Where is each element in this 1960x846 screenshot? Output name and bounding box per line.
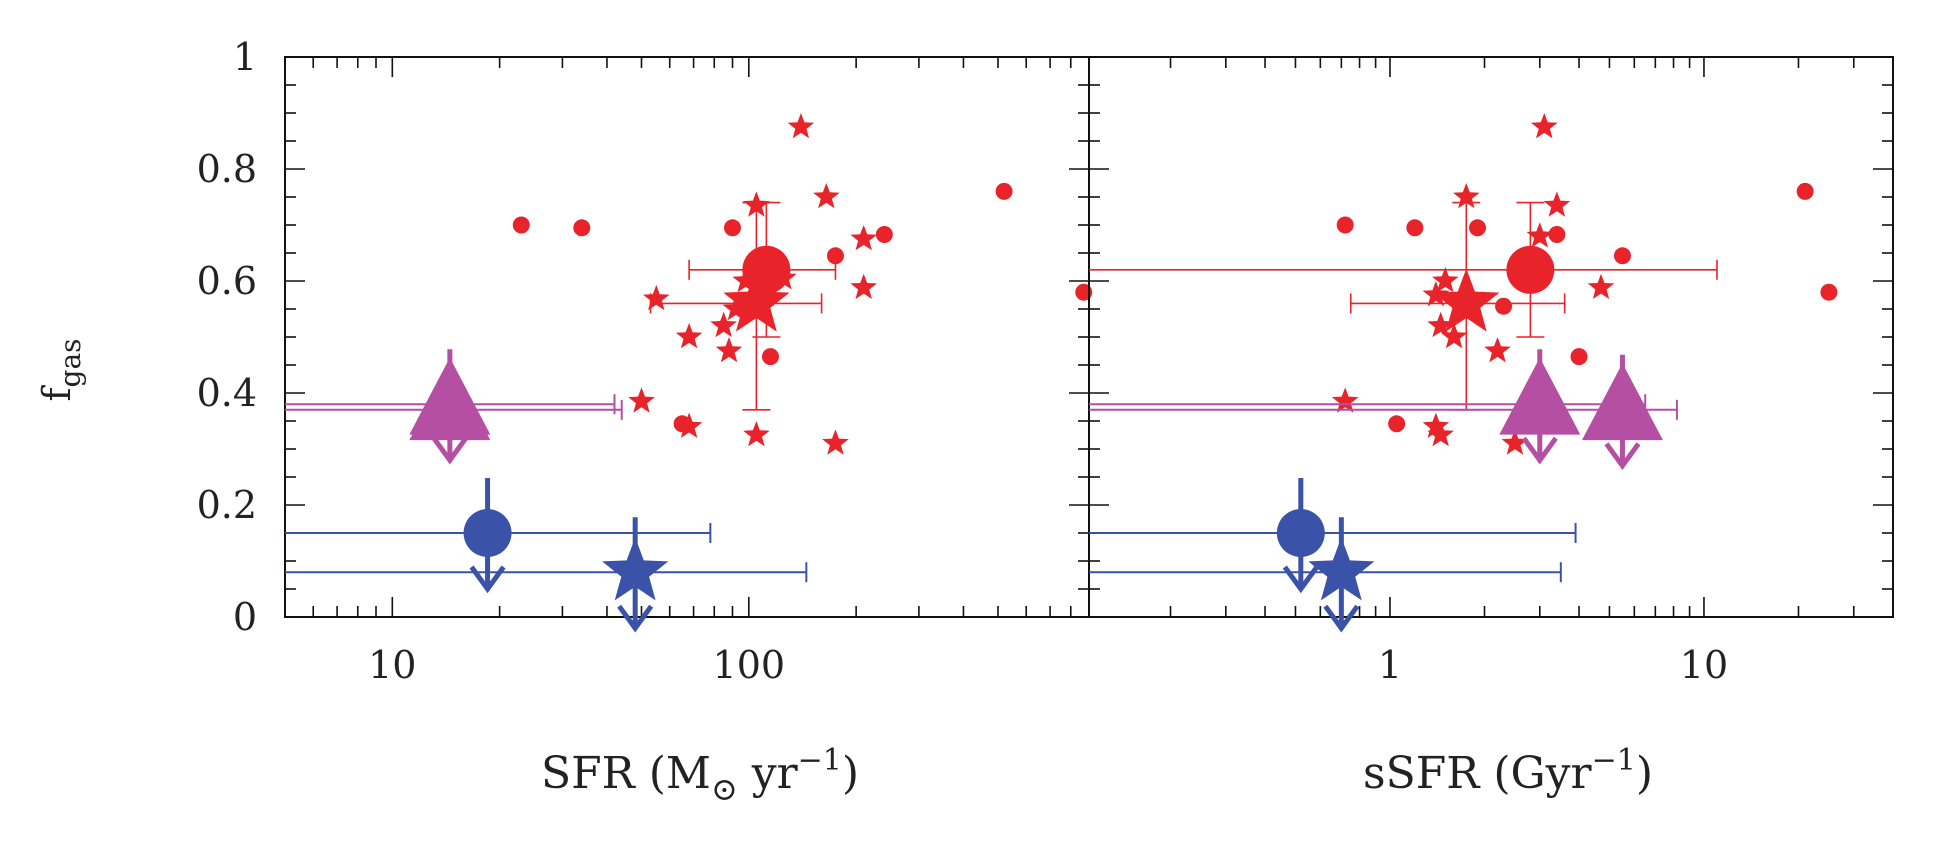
panel-1-x-tick-label: 10 [1680, 643, 1728, 687]
panel-1-small-star-point [1501, 429, 1529, 455]
panel-0-small-star-point [710, 311, 737, 338]
panel-1-upper-limit-arrowhead [1521, 436, 1558, 465]
panel-1-small-circle-point [1820, 283, 1838, 301]
right-x-axis-label: sSFR (Gyr−1) [1363, 743, 1653, 799]
panel-0-small-star-point [822, 429, 849, 455]
panel-1-x-tick-label: 1 [1378, 643, 1402, 687]
panel-0-small-star-point [850, 273, 877, 299]
panel-0-x-tick-label: 10 [368, 643, 416, 687]
y-axis-label: fgas [35, 338, 87, 401]
panel-0-small-star-point [722, 295, 750, 321]
panel-0-upper-limit-arrowhead [617, 604, 654, 633]
panel-0-upper-limit-arrowhead [431, 436, 468, 465]
panel-0-small-star-point [743, 421, 770, 447]
panel-0-small-circle-point [512, 216, 530, 234]
panel-1-small-circle-point [1796, 182, 1814, 200]
panel-0-big-circle-point [742, 245, 791, 294]
panel-1-upper-limit-arrowhead [1282, 565, 1319, 594]
panel-1-big-triangle-point [1581, 363, 1663, 441]
panel-1-small-star-point [1331, 387, 1359, 413]
panel-1-small-star-point [1526, 222, 1554, 248]
panel-1-small-circle-point [1495, 297, 1513, 315]
panel-1-small-star-point [1484, 337, 1511, 363]
panel-0-x-tick-label: 100 [713, 643, 786, 687]
panel-0-small-star-point [715, 337, 743, 363]
left-x-axis-label: SFR (M⊙ yr−1) [541, 743, 859, 808]
panel-0-small-star-point [675, 412, 703, 438]
panel-1-big-circle-point [1276, 509, 1325, 557]
panel-0-small-circle-point [875, 226, 893, 244]
panel-0-small-circle-point [761, 348, 779, 366]
panel-0-upper-limit-arrowhead [469, 565, 506, 594]
panel-0-big-circle-point [463, 509, 512, 557]
panel-1-small-circle-point [1469, 219, 1487, 237]
panel-1-big-star-point [1433, 268, 1500, 332]
y-tick-label: 0.8 [197, 147, 257, 191]
y-tick-label: 0.4 [197, 371, 257, 415]
panel-0-small-star-point [642, 284, 670, 311]
panel-1-small-circle-point [1613, 247, 1631, 265]
panel-1-small-star-point [1440, 323, 1468, 349]
panel-1-small-star-point [1453, 183, 1480, 209]
panel-1-small-circle-point [1570, 348, 1588, 366]
panel-1-small-star-point [1432, 267, 1459, 293]
panel-1-small-star-point [1427, 421, 1454, 447]
panel-0-big-triangle-point [409, 363, 491, 441]
panel-0-small-star-point [813, 183, 840, 209]
y-tick-label: 0 [233, 595, 257, 639]
panel-0-small-circle-point [995, 182, 1013, 200]
panel-1-big-star-point [1308, 537, 1375, 601]
panel-1-upper-limit-arrowhead [1323, 604, 1360, 633]
panel-0-small-circle-point [573, 219, 591, 237]
panel-1-small-star-point [1427, 311, 1454, 338]
panel-1-small-star-point [1422, 412, 1450, 438]
panel-1-small-circle-point [1336, 216, 1354, 234]
panel-0-small-star-point [675, 323, 703, 349]
panel-0-big-star-point [602, 537, 669, 601]
panel-0-small-star-point [628, 387, 655, 413]
panel-0-small-star-point [787, 113, 815, 139]
y-tick-label: 0.2 [197, 483, 257, 527]
panel-1-big-triangle-point [1499, 357, 1581, 435]
y-tick-label: 1 [233, 35, 257, 79]
panel-0-small-circle-point [826, 247, 844, 265]
panel-1-big-circle-point [1506, 245, 1555, 294]
panel-1-small-circle-point [1388, 415, 1406, 433]
panel-1-small-circle-point [1406, 219, 1424, 237]
panel-1-small-circle-point [1548, 226, 1566, 244]
right-panel-plot: 1 10 [1088, 56, 1894, 687]
panel-0-small-circle-point [724, 219, 742, 237]
panel-1-small-star-point [1587, 273, 1615, 299]
panel-0-small-star-point [850, 225, 877, 251]
panel-0-big-star-point [723, 268, 790, 332]
left-panel-plot: 0 0.2 0.4 0.6 0.8 1 10 100 [197, 35, 1093, 687]
panel-1-upper-limit-arrowhead [1604, 442, 1641, 471]
panel-1-small-star-point [1543, 191, 1571, 217]
y-tick-label: 0.6 [197, 259, 257, 303]
panel-1-small-star-point [1530, 113, 1558, 139]
